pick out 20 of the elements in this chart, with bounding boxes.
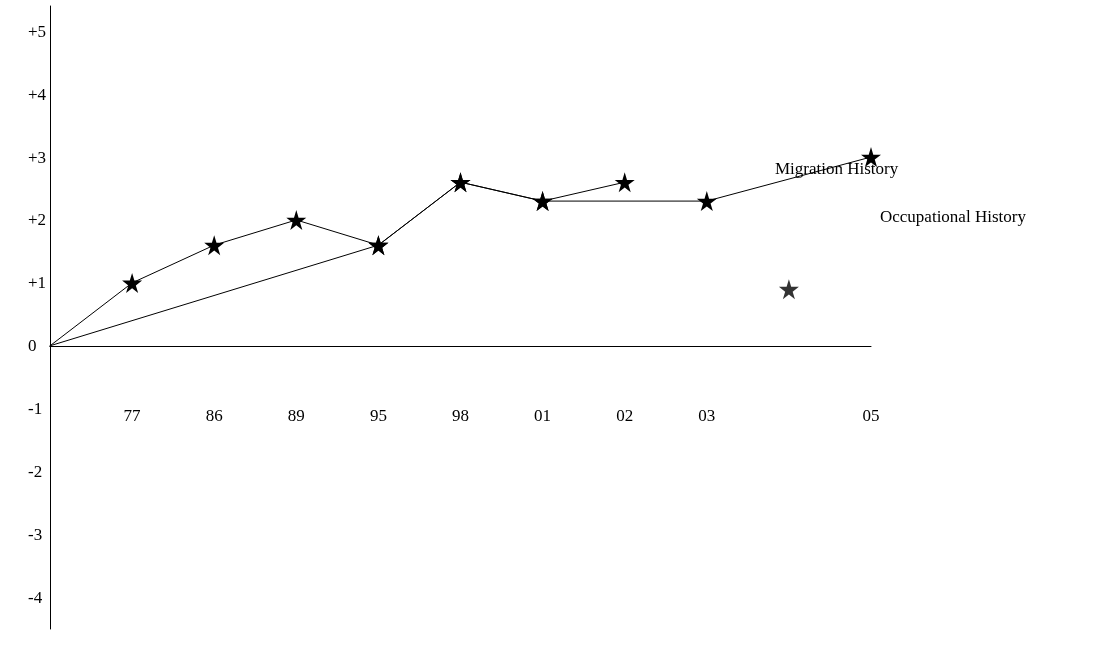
y-tick-label: -2 [28,462,43,482]
y-tick-label: -4 [28,588,43,608]
y-tick-label: +1 [28,273,47,293]
x-tick-label: 98 [452,406,469,425]
y-tick-label: +3 [28,147,47,167]
x-tick-label: 02 [616,406,634,425]
x-tick-label: 89 [287,406,305,425]
y-tick-label: 0 [28,336,37,356]
x-tick-label: 05 [862,406,880,425]
y-tick-label: +2 [28,210,47,230]
y-tick-label: +4 [28,84,47,104]
x-tick-label: 77 [123,406,142,425]
x-tick-label: 01 [534,406,552,425]
x-tick-label: 03 [698,406,716,425]
y-tick-label: -3 [28,525,43,545]
y-tick-label: +5 [28,21,47,41]
x-tick-label: 95 [369,406,387,425]
text: Occupational History [880,207,1027,226]
y-tick-label: -1 [28,399,43,419]
x-tick-label: 86 [205,406,223,425]
